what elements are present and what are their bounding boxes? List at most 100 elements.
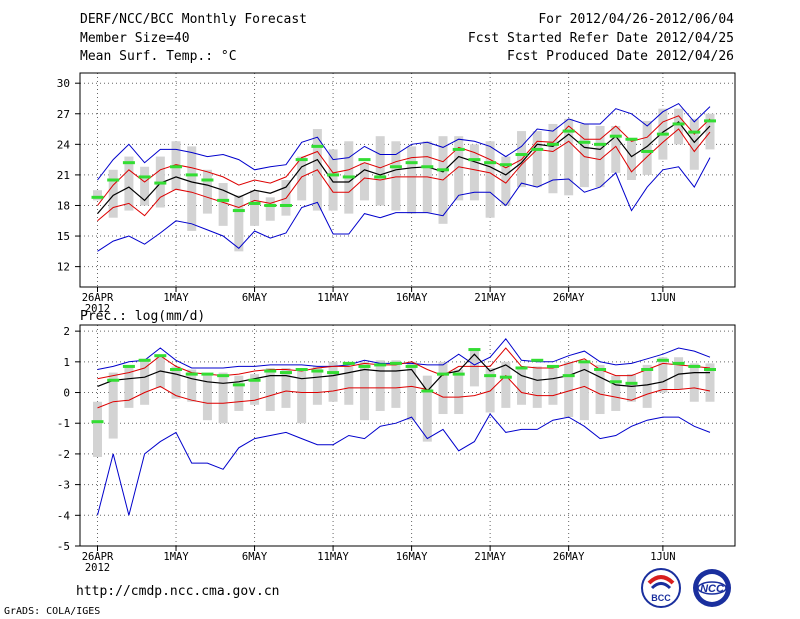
median-marker xyxy=(232,209,245,213)
median-marker xyxy=(484,161,497,165)
median-marker xyxy=(264,203,277,207)
ensemble-box xyxy=(108,169,118,218)
ensemble-box xyxy=(265,197,275,221)
ensemble-box xyxy=(328,149,338,211)
ensemble-box xyxy=(407,361,417,421)
median-marker xyxy=(122,161,135,165)
ensemble-box xyxy=(375,360,385,411)
ensemble-box xyxy=(469,349,479,387)
ensemble-box xyxy=(579,361,589,421)
y-tick-label: 2 xyxy=(63,325,70,338)
ensemble-box xyxy=(501,156,511,206)
ensemble-box xyxy=(689,363,699,402)
ensemble-box xyxy=(469,144,479,201)
ensemble-box xyxy=(626,374,636,402)
median-marker xyxy=(562,129,575,133)
median-marker xyxy=(279,203,292,207)
ensemble-box xyxy=(595,125,605,188)
logos: BCC NCC xyxy=(641,568,731,608)
bcc-logo: BCC xyxy=(641,568,681,608)
ensemble-box xyxy=(202,169,212,214)
x-tick-label: 21MAY xyxy=(474,551,506,563)
variable-label-temp: Mean Surf. Temp.: °C xyxy=(80,49,237,64)
ensemble-box xyxy=(140,166,150,206)
y-tick-label: -4 xyxy=(57,509,71,522)
ensemble-box xyxy=(344,366,354,405)
ensemble-box xyxy=(171,366,181,399)
median-marker xyxy=(311,144,324,148)
median-marker xyxy=(311,369,324,373)
ensemble-box xyxy=(328,361,338,402)
ensemble-box xyxy=(187,369,197,402)
ensemble-box xyxy=(626,139,636,180)
median-marker xyxy=(609,380,622,384)
y-tick-label: -2 xyxy=(57,448,70,461)
y-tick-label: 30 xyxy=(57,77,70,90)
x-tick-label: 26APR xyxy=(82,292,114,304)
forecast-produced-date: Fcst Produced Date 2012/04/26 xyxy=(507,49,734,64)
median-marker xyxy=(672,122,685,126)
y-tick-label: -5 xyxy=(57,540,70,553)
ensemble-box xyxy=(234,195,244,252)
median-marker xyxy=(641,368,654,372)
median-marker xyxy=(170,165,183,169)
median-marker xyxy=(531,358,544,362)
median-marker xyxy=(421,389,434,393)
ensemble-box xyxy=(454,136,464,201)
median-marker xyxy=(704,368,716,372)
median-marker xyxy=(609,134,622,138)
y-tick-label: 27 xyxy=(57,108,70,121)
median-marker xyxy=(562,374,575,378)
forecast-start-date: Fcst Started Refer Date 2012/04/25 xyxy=(467,31,734,46)
median-marker xyxy=(531,147,544,151)
ensemble-box xyxy=(579,123,589,188)
ensemble-box xyxy=(548,123,558,194)
x-tick-label: 1MAY xyxy=(163,551,189,563)
median-marker xyxy=(217,198,230,202)
median-marker xyxy=(342,175,355,179)
x-tick-label: 1MAY xyxy=(163,292,189,304)
source-url[interactable]: http://cmdp.ncc.cma.gov.cn xyxy=(76,584,280,599)
min-envelope-line xyxy=(97,102,711,181)
x-tick-label: 16MAY xyxy=(396,551,428,563)
x-year-label: 2012 xyxy=(85,562,110,574)
ensemble-box xyxy=(124,156,134,211)
y-tick-label: 21 xyxy=(57,169,70,182)
ensemble-box xyxy=(202,374,212,421)
median-marker xyxy=(437,372,450,376)
ensemble-box xyxy=(564,118,574,196)
median-marker xyxy=(452,372,465,376)
median-marker xyxy=(138,358,151,362)
ensemble-box xyxy=(532,131,542,188)
ensemble-box xyxy=(454,369,464,415)
ensemble-box xyxy=(108,372,118,439)
ncc-logo-text: NCC xyxy=(700,583,725,595)
y-tick-label: 18 xyxy=(57,199,70,212)
median-marker xyxy=(91,195,104,199)
min-envelope-line xyxy=(97,413,711,516)
y-tick-label: -3 xyxy=(57,479,70,492)
ncc-logo: NCC xyxy=(693,569,731,607)
median-marker xyxy=(625,381,638,385)
x-tick-label: 1JUN xyxy=(650,292,675,304)
median-marker xyxy=(594,368,607,372)
median-marker xyxy=(185,372,198,376)
y-tick-label: 1 xyxy=(63,356,70,369)
ensemble-box xyxy=(391,141,401,211)
ensemble-box xyxy=(595,364,605,415)
median-marker xyxy=(452,147,465,151)
median-marker xyxy=(170,368,183,372)
median-marker xyxy=(122,364,135,368)
std-lower-line xyxy=(97,128,711,222)
median-marker xyxy=(154,354,167,358)
median-marker xyxy=(327,173,340,177)
x-tick-label: 11MAY xyxy=(317,292,349,304)
x-tick-label: 26APR xyxy=(82,551,114,563)
ensemble-box xyxy=(532,366,542,408)
median-marker xyxy=(389,361,402,365)
median-marker xyxy=(515,366,528,370)
median-marker xyxy=(484,374,497,378)
ensemble-box xyxy=(674,357,684,390)
median-marker xyxy=(374,363,387,367)
std-upper-line xyxy=(97,347,711,380)
